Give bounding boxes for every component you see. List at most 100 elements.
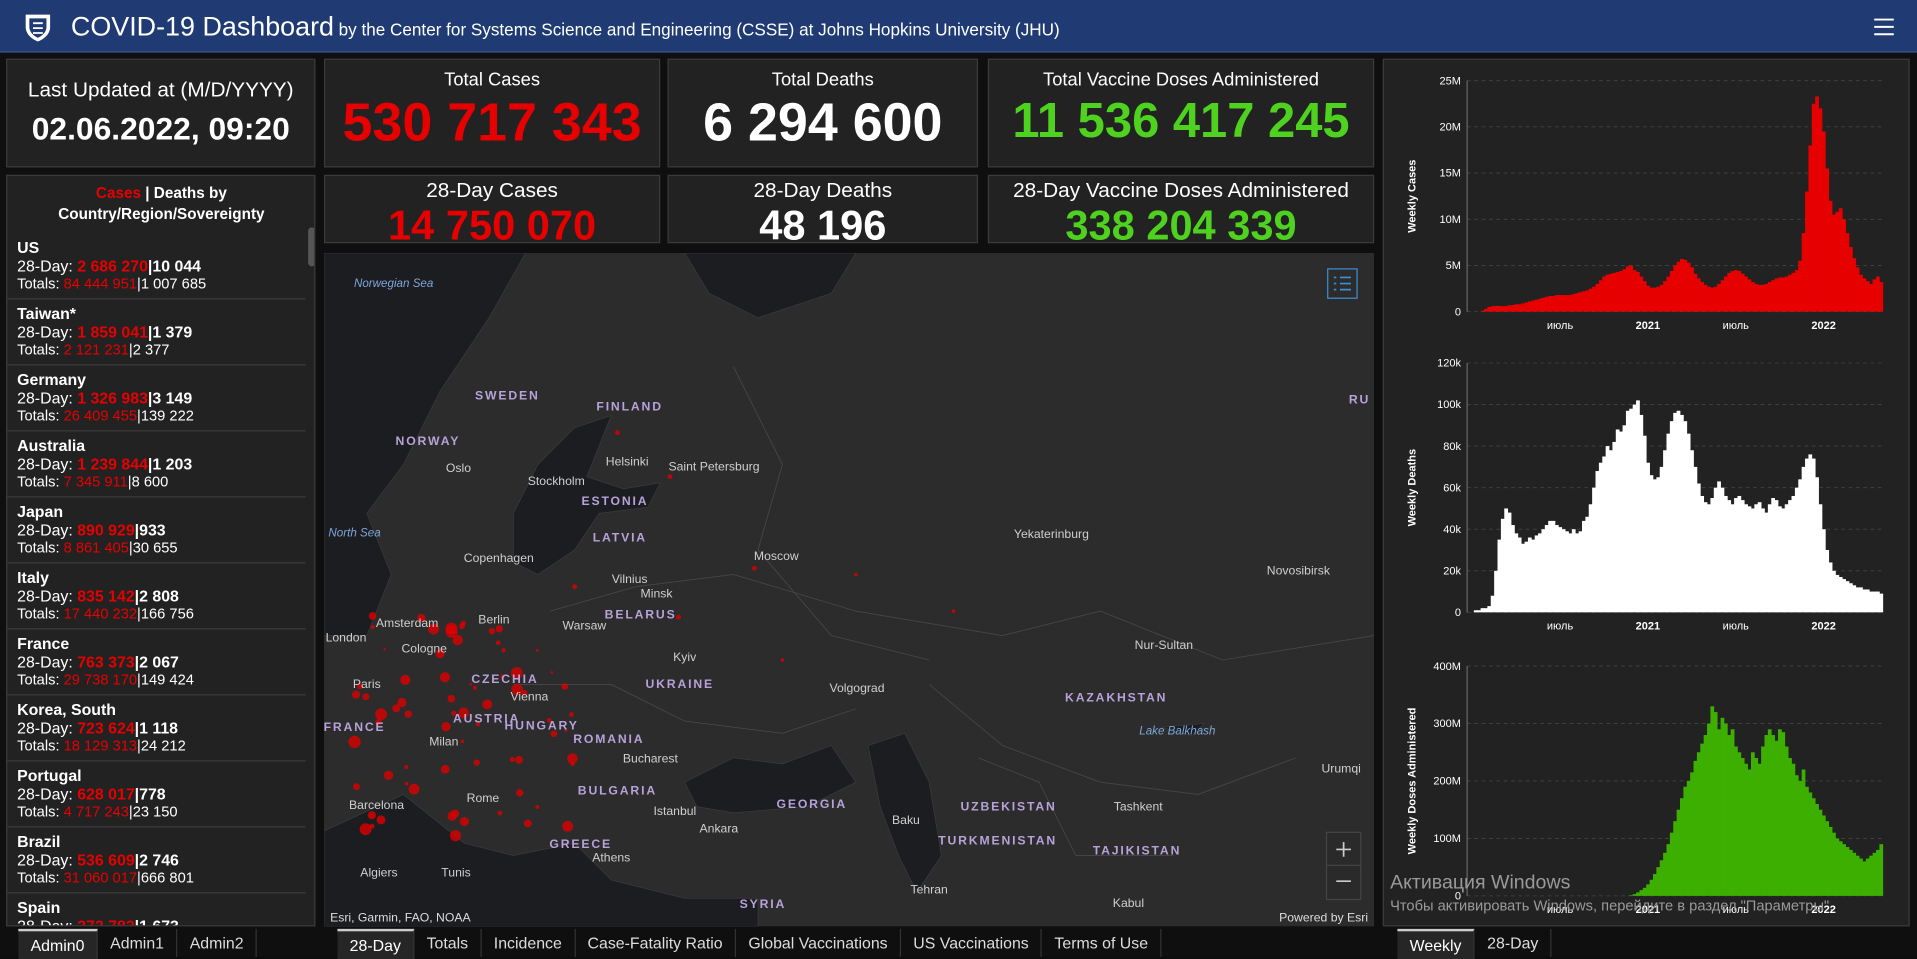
x-tick-label: 2022 bbox=[1811, 620, 1835, 632]
bar bbox=[1754, 283, 1759, 312]
bar bbox=[1534, 299, 1539, 312]
stat-label: Total Vaccine Doses Administered bbox=[1043, 69, 1319, 91]
day28-cases: 1 239 844 bbox=[77, 454, 148, 473]
day28-label: 28-Day: bbox=[17, 256, 73, 275]
bar bbox=[1703, 502, 1708, 613]
bar bbox=[1622, 269, 1627, 312]
bar bbox=[1696, 752, 1701, 896]
country-row[interactable]: Taiwan* 28-Day: 1 859 041|1 379 Totals: 2 … bbox=[7, 299, 306, 366]
tab[interactable]: Admin2 bbox=[177, 928, 258, 957]
country-row[interactable]: Brazil 28-Day: 536 609|2 746 Totals: 31 06… bbox=[7, 827, 306, 894]
bar bbox=[1558, 527, 1563, 613]
y-tick-label: 400M bbox=[1433, 661, 1461, 673]
bar bbox=[1578, 292, 1583, 312]
case-dot bbox=[348, 735, 361, 748]
country-row[interactable]: France 28-Day: 763 373|2 067 Totals: 29 73… bbox=[7, 629, 306, 696]
x-tick-label: июль bbox=[1547, 620, 1574, 632]
bar bbox=[1676, 410, 1681, 613]
bar bbox=[1859, 274, 1863, 312]
bar bbox=[1703, 735, 1708, 896]
tab[interactable]: Weekly bbox=[1397, 928, 1475, 959]
bar bbox=[1720, 717, 1725, 896]
separator: | bbox=[128, 538, 133, 557]
bar bbox=[1700, 282, 1705, 312]
bar bbox=[1649, 879, 1654, 896]
case-dot bbox=[500, 674, 505, 679]
bar bbox=[1673, 821, 1677, 896]
zoom-out[interactable] bbox=[1325, 864, 1362, 901]
bar bbox=[1727, 500, 1732, 613]
country-row[interactable]: US 28-Day: 2 686 270|10 044 Totals: 84 444… bbox=[7, 233, 306, 300]
bar bbox=[1717, 729, 1721, 896]
tab[interactable]: 28-Day bbox=[1475, 928, 1552, 957]
x-tick-label: 2021 bbox=[1636, 620, 1660, 632]
bar bbox=[1497, 306, 1502, 312]
tab[interactable]: Global Vaccinations bbox=[736, 928, 902, 957]
country-row[interactable]: Australia 28-Day: 1 239 844|1 203 Totals: … bbox=[7, 431, 306, 498]
tab[interactable]: US Vaccinations bbox=[901, 928, 1043, 957]
tabs-left: Admin0 Admin1 Admin2 bbox=[18, 928, 258, 959]
tab[interactable]: Admin1 bbox=[98, 928, 178, 957]
bar bbox=[1747, 279, 1752, 312]
bar bbox=[1808, 454, 1813, 613]
bar bbox=[1737, 752, 1742, 896]
case-dot bbox=[352, 690, 361, 699]
bar bbox=[1707, 723, 1711, 896]
bar bbox=[1815, 96, 1819, 312]
map-label: Tunis bbox=[441, 865, 470, 879]
map-label: AUSTRIA bbox=[453, 711, 520, 725]
day28-label: 28-Day: bbox=[17, 718, 73, 737]
bar bbox=[1551, 520, 1556, 613]
total-cases: 31 060 017 bbox=[63, 868, 138, 887]
y-tick-label: 0 bbox=[1455, 306, 1461, 318]
y-tick-label: 0 bbox=[1455, 891, 1461, 903]
tab[interactable]: Case-Fatality Ratio bbox=[575, 928, 737, 957]
case-dot bbox=[383, 648, 386, 651]
y-tick-label: 100k bbox=[1437, 399, 1461, 411]
day28-label: 28-Day: bbox=[17, 652, 73, 671]
tab[interactable]: 28-Day bbox=[337, 928, 415, 959]
bar bbox=[1744, 276, 1748, 312]
y-tick-label: 20M bbox=[1440, 122, 1461, 134]
country-row[interactable]: Spain 28-Day: 372 783|1 673 bbox=[7, 893, 305, 927]
bar bbox=[1865, 589, 1870, 613]
y-axis-label: Weekly Doses Administered bbox=[1407, 708, 1419, 855]
day28-line: 28-Day: 628 017|778 bbox=[17, 785, 306, 803]
menu-button[interactable] bbox=[1873, 17, 1895, 37]
case-dot bbox=[473, 759, 480, 766]
tab[interactable]: Admin0 bbox=[18, 928, 98, 959]
bar bbox=[1872, 852, 1877, 896]
country-row[interactable]: Korea, South 28-Day: 723 624|1 118 Totals:… bbox=[7, 695, 306, 762]
country-row[interactable]: Japan 28-Day: 890 929|933 Totals: 8 861 40… bbox=[7, 497, 306, 564]
bar bbox=[1744, 504, 1748, 613]
day28-deaths: 2 808 bbox=[139, 586, 179, 605]
separator: | bbox=[134, 850, 140, 869]
map-label: Algiers bbox=[360, 865, 397, 879]
tab[interactable]: Totals bbox=[414, 928, 482, 957]
tab[interactable]: Incidence bbox=[482, 928, 576, 957]
map-label: Vienna bbox=[510, 689, 548, 703]
scrollbar[interactable] bbox=[308, 227, 315, 267]
case-dot bbox=[392, 704, 401, 713]
map-label: Barcelona bbox=[349, 798, 404, 812]
bar bbox=[1487, 606, 1492, 613]
bar bbox=[1615, 271, 1620, 312]
country-row[interactable]: Italy 28-Day: 835 142|2 808 Totals: 17 440… bbox=[7, 563, 306, 630]
case-dot bbox=[521, 689, 528, 696]
bar bbox=[1639, 414, 1644, 613]
country-row[interactable]: Portugal 28-Day: 628 017|778 Totals: 4 717… bbox=[7, 761, 306, 828]
tab[interactable]: Terms of Use bbox=[1042, 928, 1162, 957]
bar bbox=[1784, 276, 1789, 312]
case-dot bbox=[570, 762, 575, 767]
bar bbox=[1713, 712, 1718, 896]
map-label: LATVIA bbox=[593, 530, 647, 544]
map-label: Milan bbox=[429, 735, 458, 749]
map-label: Amsterdam bbox=[376, 616, 438, 630]
legend-button[interactable] bbox=[1327, 268, 1358, 299]
case-dot bbox=[951, 609, 956, 613]
bar bbox=[1585, 516, 1590, 613]
map[interactable]: Norwegian Sea SWEDEN FINLAND NORWAY Oslo Hels… bbox=[323, 252, 1375, 927]
map-powered-by: Powered by Esri bbox=[1279, 911, 1368, 925]
country-row[interactable]: Germany 28-Day: 1 326 983|3 149 Totals: 26… bbox=[7, 365, 306, 432]
separator: | bbox=[134, 916, 140, 927]
